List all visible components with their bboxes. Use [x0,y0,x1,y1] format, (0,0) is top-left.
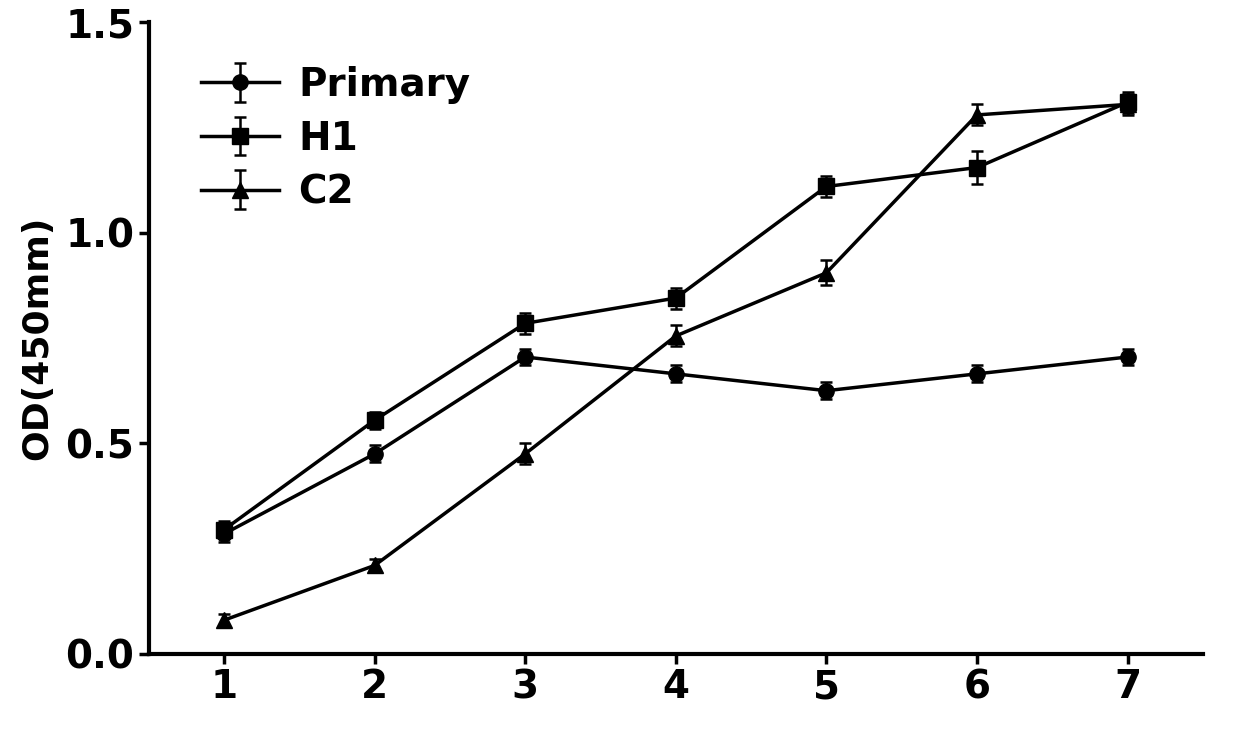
Y-axis label: OD(450mm): OD(450mm) [20,216,55,460]
Legend: Primary, H1, C2: Primary, H1, C2 [190,54,482,223]
